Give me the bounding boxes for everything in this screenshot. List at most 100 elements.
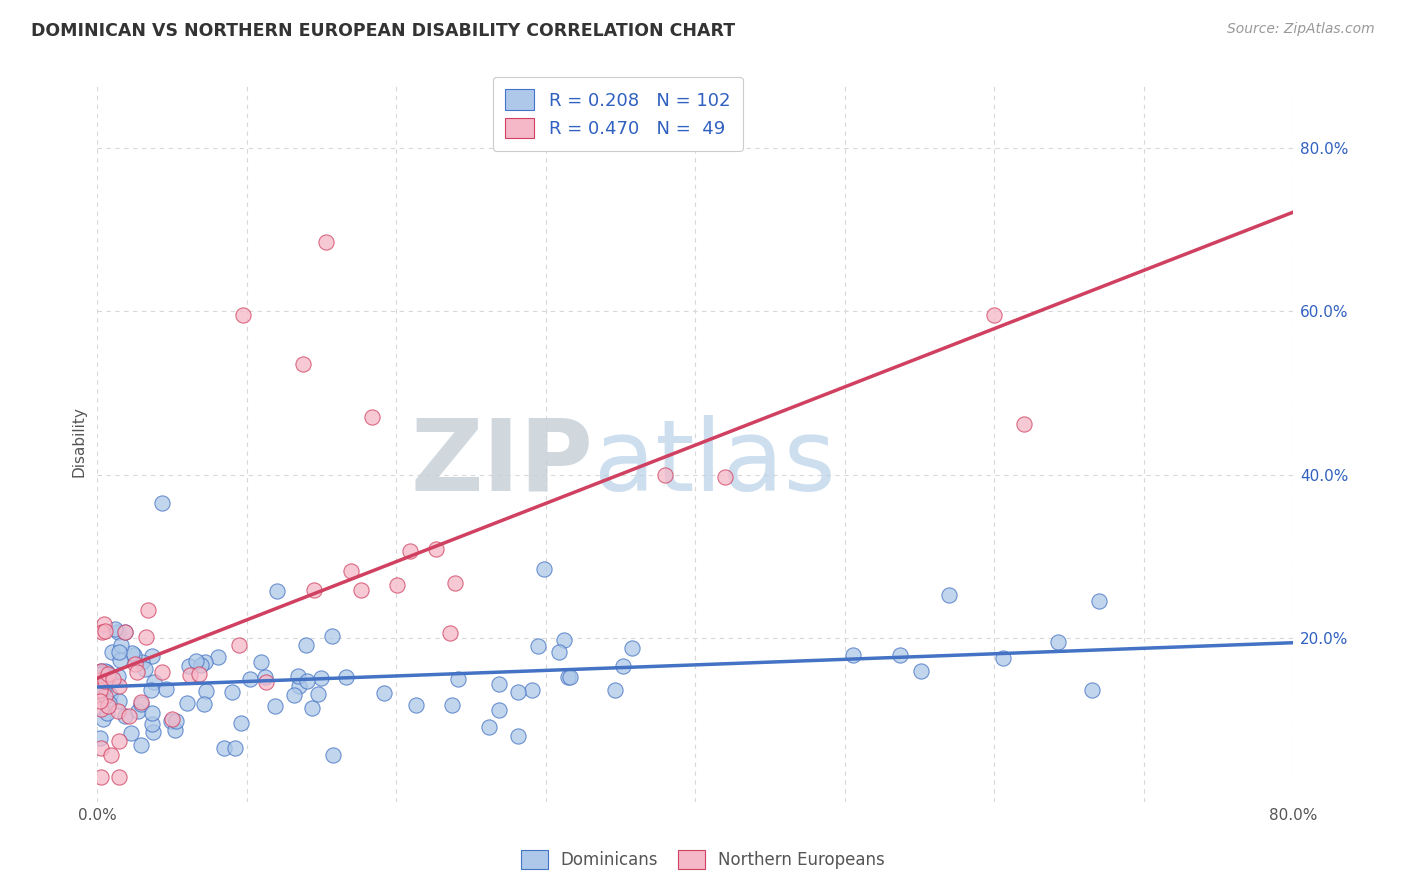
Point	[162, 713, 184, 727]
Point	[150, 665, 173, 679]
Point	[603, 683, 626, 698]
Point	[506, 685, 529, 699]
Point	[108, 694, 131, 708]
Point	[179, 668, 201, 682]
Point	[104, 622, 127, 636]
Point	[207, 649, 229, 664]
Point	[89, 684, 111, 698]
Point	[141, 648, 163, 663]
Point	[307, 687, 329, 701]
Point	[89, 665, 111, 679]
Point	[322, 748, 344, 763]
Point	[889, 648, 911, 663]
Point	[96, 706, 118, 720]
Point	[339, 564, 361, 578]
Point	[129, 697, 152, 711]
Point	[288, 679, 311, 693]
Point	[160, 714, 183, 728]
Point	[98, 668, 121, 682]
Point	[142, 725, 165, 739]
Point	[100, 747, 122, 762]
Point	[315, 235, 337, 249]
Point	[107, 624, 129, 639]
Point	[97, 670, 120, 684]
Point	[557, 670, 579, 684]
Point	[654, 468, 676, 483]
Point	[714, 470, 737, 484]
Point	[94, 673, 117, 688]
Point	[122, 648, 145, 662]
Point	[136, 602, 159, 616]
Point	[194, 655, 217, 669]
Point	[910, 664, 932, 678]
Point	[97, 666, 120, 681]
Point	[399, 543, 422, 558]
Point	[155, 681, 177, 696]
Point	[439, 625, 461, 640]
Point	[239, 672, 262, 686]
Point	[107, 770, 129, 784]
Point	[440, 698, 463, 713]
Point	[98, 697, 121, 711]
Point	[89, 770, 111, 784]
Point	[295, 674, 318, 689]
Point	[141, 716, 163, 731]
Point	[141, 706, 163, 720]
Point	[478, 720, 501, 734]
Point	[309, 671, 332, 685]
Point	[94, 689, 117, 703]
Point	[131, 655, 153, 669]
Point	[114, 709, 136, 723]
Point	[91, 681, 114, 696]
Point	[385, 578, 408, 592]
Point	[405, 698, 427, 713]
Point	[983, 308, 1005, 322]
Point	[107, 704, 129, 718]
Point	[1088, 594, 1111, 608]
Point	[96, 680, 118, 694]
Point	[97, 698, 120, 713]
Point	[101, 673, 124, 687]
Point	[129, 695, 152, 709]
Point	[93, 624, 115, 639]
Point	[176, 696, 198, 710]
Point	[193, 697, 215, 711]
Point	[250, 656, 273, 670]
Point	[114, 624, 136, 639]
Point	[163, 723, 186, 737]
Point	[108, 645, 131, 659]
Point	[100, 669, 122, 683]
Point	[89, 731, 111, 745]
Point	[107, 669, 129, 683]
Point	[142, 674, 165, 689]
Point	[93, 617, 115, 632]
Point	[444, 576, 467, 591]
Point	[254, 674, 277, 689]
Point	[139, 683, 162, 698]
Point	[134, 662, 156, 676]
Point	[527, 639, 550, 653]
Point	[991, 651, 1014, 665]
Point	[108, 679, 131, 693]
Point	[558, 670, 581, 684]
Text: ZIP: ZIP	[411, 415, 593, 512]
Text: Source: ZipAtlas.com: Source: ZipAtlas.com	[1227, 22, 1375, 37]
Point	[361, 410, 384, 425]
Text: atlas: atlas	[593, 415, 835, 512]
Point	[90, 664, 112, 678]
Point	[612, 659, 634, 673]
Point	[229, 715, 252, 730]
Text: DOMINICAN VS NORTHERN EUROPEAN DISABILITY CORRELATION CHART: DOMINICAN VS NORTHERN EUROPEAN DISABILIT…	[31, 22, 735, 40]
Point	[350, 583, 373, 598]
Point	[533, 562, 555, 576]
Y-axis label: Disability: Disability	[72, 407, 86, 477]
Point	[553, 633, 575, 648]
Point	[96, 665, 118, 680]
Point	[89, 673, 111, 688]
Legend: Dominicans, Northern Europeans: Dominicans, Northern Europeans	[510, 840, 896, 880]
Point	[90, 702, 112, 716]
Point	[135, 631, 157, 645]
Point	[190, 657, 212, 672]
Point	[264, 699, 287, 714]
Point	[548, 645, 571, 659]
